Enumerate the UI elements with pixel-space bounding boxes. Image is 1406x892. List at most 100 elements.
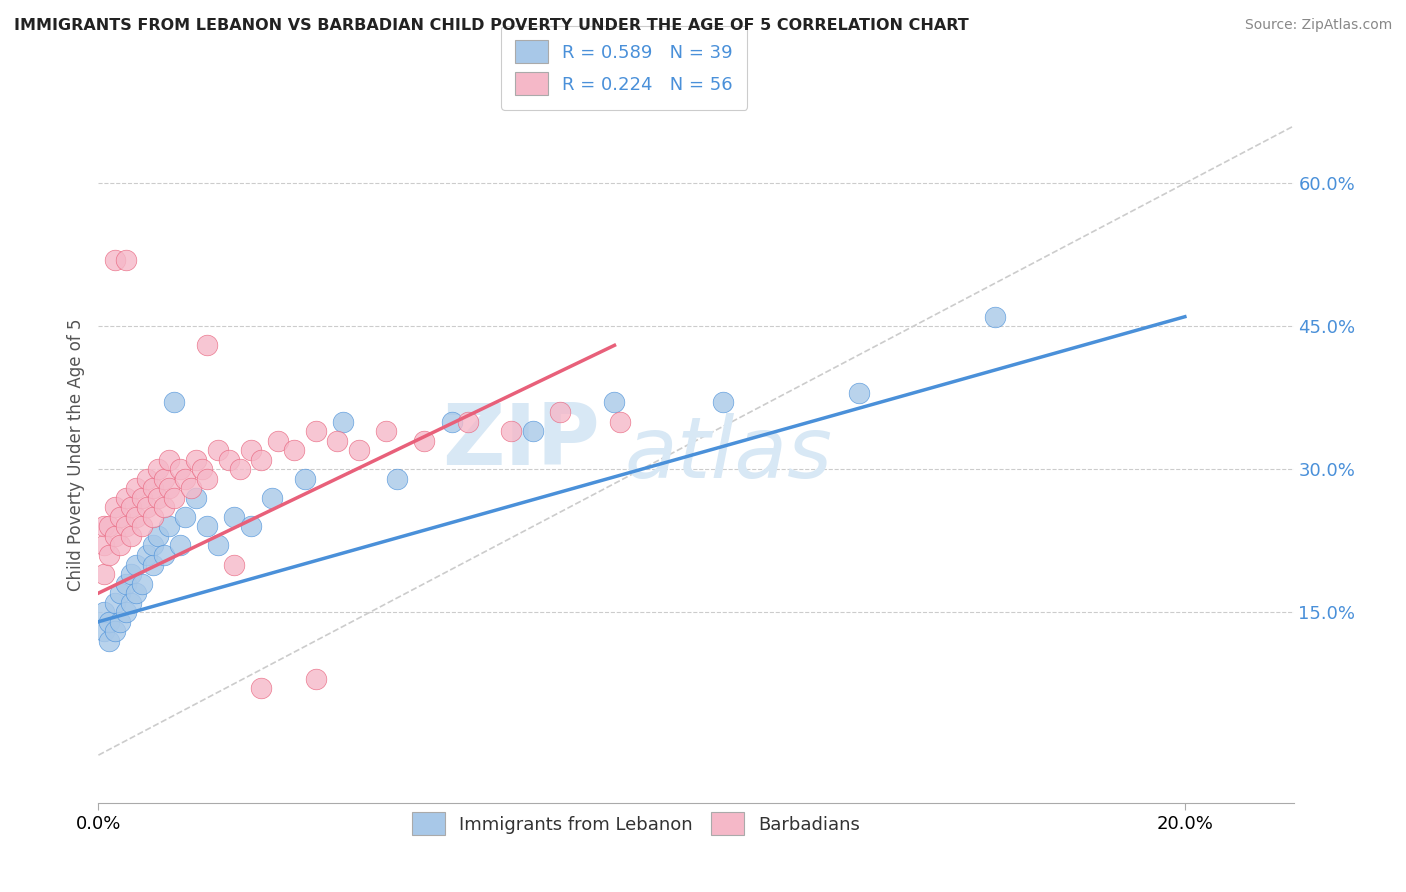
Point [98,633,121,648]
Point [186,491,208,505]
Point [711,395,734,409]
Point [169,539,191,553]
Point [108,539,131,553]
Point [224,558,246,572]
Point [262,491,284,505]
Point [180,481,202,495]
Point [326,434,349,448]
Point [195,338,218,352]
Point [114,252,136,267]
Point [157,481,180,495]
Point [136,500,159,515]
Point [108,509,131,524]
Point [457,415,479,429]
Point [522,424,544,438]
Point [114,576,136,591]
Point [142,539,165,553]
Point [250,681,273,696]
Point [104,500,127,515]
Point [848,386,870,401]
Point [174,509,197,524]
Point [120,596,142,610]
Point [131,576,153,591]
Point [114,491,136,505]
Point [152,472,174,486]
Point [239,443,262,458]
Point [108,615,131,629]
Point [385,472,409,486]
Point [186,452,208,467]
Point [218,452,240,467]
Text: ZIP: ZIP [443,400,600,483]
Point [152,500,174,515]
Point [440,415,463,429]
Point [239,519,262,533]
Point [501,424,523,438]
Point [195,472,218,486]
Point [332,415,354,429]
Point [142,481,165,495]
Point [98,615,121,629]
Point [98,548,121,562]
Point [190,462,212,476]
Point [375,424,398,438]
Point [131,491,153,505]
Point [305,672,328,686]
Point [131,519,153,533]
Point [224,509,246,524]
Point [93,539,115,553]
Point [93,519,115,533]
Point [294,472,316,486]
Text: Source: ZipAtlas.com: Source: ZipAtlas.com [1244,18,1392,32]
Point [125,481,148,495]
Point [347,443,370,458]
Point [267,434,290,448]
Point [98,519,121,533]
Point [157,452,180,467]
Point [142,558,165,572]
Point [93,567,115,582]
Point [305,424,328,438]
Point [125,586,148,600]
Point [114,519,136,533]
Y-axis label: Child Poverty Under the Age of 5: Child Poverty Under the Age of 5 [66,318,84,591]
Point [104,596,127,610]
Point [93,605,115,619]
Point [195,519,218,533]
Point [125,509,148,524]
Point [413,434,436,448]
Point [136,472,159,486]
Point [104,529,127,543]
Point [104,624,127,639]
Point [120,500,142,515]
Point [120,567,142,582]
Point [148,491,170,505]
Point [148,529,170,543]
Point [207,443,229,458]
Point [148,462,170,476]
Point [283,443,305,458]
Point [174,472,197,486]
Point [163,491,186,505]
Point [136,548,159,562]
Point [250,452,273,467]
Point [104,252,127,267]
Point [984,310,1007,324]
Point [142,509,165,524]
Point [603,395,626,409]
Point [228,462,250,476]
Point [152,548,174,562]
Point [163,395,186,409]
Legend: Immigrants from Lebanon, Barbadians: Immigrants from Lebanon, Barbadians [405,805,868,842]
Text: IMMIGRANTS FROM LEBANON VS BARBADIAN CHILD POVERTY UNDER THE AGE OF 5 CORRELATIO: IMMIGRANTS FROM LEBANON VS BARBADIAN CHI… [14,18,969,33]
Point [157,519,180,533]
Point [114,605,136,619]
Point [120,529,142,543]
Point [609,415,631,429]
Point [169,462,191,476]
Point [125,558,148,572]
Point [108,586,131,600]
Text: atlas: atlas [624,413,832,497]
Point [207,539,229,553]
Point [548,405,571,419]
